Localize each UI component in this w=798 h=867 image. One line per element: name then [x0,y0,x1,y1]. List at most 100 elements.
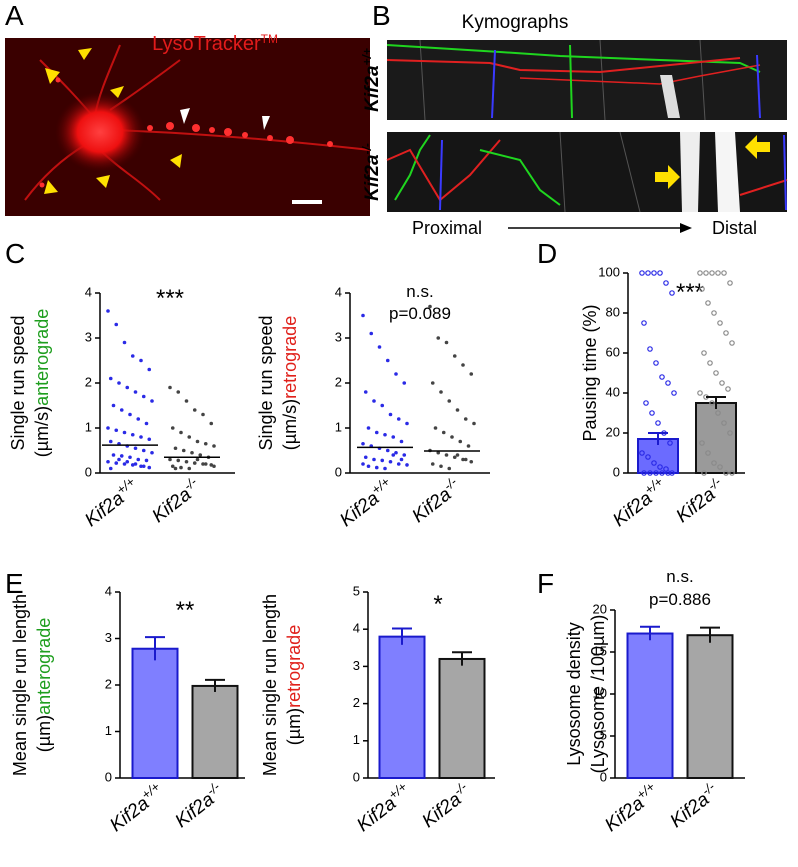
data-point [455,453,460,457]
data-point [725,386,731,392]
y-axis-label-text: (µm) [284,708,304,745]
direction-label: retrograde [280,316,300,399]
data-point [461,363,465,367]
data-point [111,453,116,457]
data-point [108,439,113,444]
gene: Kif2a [362,154,383,201]
data-point [709,400,715,406]
data-point [439,464,443,469]
data-point [715,270,721,276]
data-point [447,466,452,471]
data-point [114,461,119,465]
data-point [452,354,457,358]
y-tick-label: 4 [85,284,92,299]
y-tick-label: 0 [600,769,607,784]
x-tick-label: Kif2a-/- [664,778,723,832]
panel-letter: F [537,568,554,599]
error-bar [452,651,472,666]
data-point [711,310,717,316]
data-point [179,430,183,435]
x-tick-label: Kif2a+/+ [599,778,663,836]
data-point [374,465,379,470]
data-point [402,381,407,385]
error-bar [640,625,660,641]
data-point [727,430,733,436]
chart: 0 5 10 15 20 Lysosome density (Lysosome /100µm… [564,567,745,836]
trademark: TM [261,32,278,46]
data-point [361,462,365,466]
data-point [699,440,705,446]
data-point [201,412,205,417]
bar [378,635,426,780]
bar [438,657,486,780]
data-point [641,320,647,326]
x-tick-label: Kif2a+/+ [104,778,168,836]
panel-letter: D [537,238,557,269]
data-point [130,354,135,358]
data-point [122,462,127,466]
data-point [385,448,390,453]
data-point [106,309,110,313]
data-point [671,390,677,396]
data-point [383,466,387,471]
data-point [641,470,647,476]
y-tick-label: 0 [105,769,112,784]
data-point [441,430,446,435]
bar [191,684,239,779]
y-tick-label: 1 [105,723,112,738]
data-point [669,290,675,296]
data-point [667,440,673,446]
bar [626,632,674,780]
y-tick-label: 0 [85,464,92,479]
data-point [405,421,409,426]
y-tick-label: 1 [335,419,342,434]
data-point [179,465,183,470]
chart: 0 1 2 3 4 Mean single run length (µm)anterogra… [10,583,245,836]
significance-annotation: n.s. [666,567,693,586]
data-point [444,340,449,345]
y-axis-label-text: (µm/s) [280,399,300,450]
data-point [699,286,705,292]
y-tick-label: 3 [85,329,92,344]
data-point [176,390,181,394]
data-point [727,280,733,286]
data-point [396,462,401,466]
y-axis-label: Mean single run length [10,594,30,776]
data-point [195,439,200,444]
y-tick-label: 4 [105,583,112,598]
chart: 0 1 2 3 4 Single run speed (µm/s)retrograde Kif… [256,282,490,531]
data-point [147,437,152,442]
data-point [723,330,729,336]
direction-label: retrograde [284,625,304,708]
data-point [388,412,393,417]
data-point [184,399,189,403]
data-point [363,390,368,394]
y-tick-label: 100 [598,264,620,279]
data-point [729,470,735,476]
data-point [133,462,138,466]
significance-annotation: n.s. [406,282,433,301]
data-point [430,462,435,466]
data-point [388,459,393,464]
data-point [697,270,703,276]
data-point [703,270,709,276]
arrow-head [680,223,692,233]
image-title: LysoTrackerTM [152,32,278,55]
data-point [655,420,661,426]
data-point [643,400,649,406]
data-point [173,446,178,451]
data-point [436,450,441,455]
data-point [192,408,197,412]
data-point [203,462,208,466]
y-axis-label: Lysosome density [564,622,584,765]
data-point [125,385,130,390]
data-point [428,304,432,309]
data-point [639,270,645,276]
error-bar [145,636,165,661]
y-tick-label: 4 [353,621,360,636]
y-tick-label: 2 [85,374,92,389]
data-point [114,428,119,433]
y-axis-label: (µm)retrograde [284,625,304,745]
data-point [396,417,401,421]
micrograph [5,38,371,216]
